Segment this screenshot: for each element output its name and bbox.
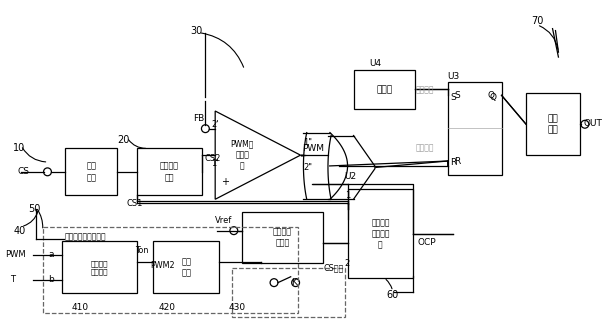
Text: K: K [290,278,296,287]
Text: 线电压补偿控制模块: 线电压补偿控制模块 [64,232,106,241]
Text: Ton: Ton [135,246,148,255]
Bar [65,148,117,195]
Bar [42,227,298,313]
Text: U2: U2 [345,172,357,181]
Text: 10: 10 [13,143,25,153]
Text: PWM: PWM [5,250,26,259]
Text: U4: U4 [369,59,381,69]
Text: OUT: OUT [584,119,603,128]
Text: PWM比
较器单
元: PWM比 较器单 元 [231,139,254,171]
Text: Vref: Vref [215,216,232,225]
Bar [232,268,345,317]
Text: 采样
单元: 采样 单元 [86,162,96,182]
Text: 40: 40 [13,226,25,236]
Text: 1: 1 [345,191,350,200]
Text: 2': 2' [211,120,219,129]
Text: b: b [48,275,54,284]
Bar [62,241,137,293]
Bar [137,148,203,195]
Text: 线电压补
偿单元: 线电压补 偿单元 [273,227,292,248]
Text: +: + [221,176,229,187]
Text: 30: 30 [191,26,203,36]
Text: S: S [454,91,460,100]
Text: 20: 20 [117,136,129,145]
Text: 430: 430 [229,303,246,312]
Text: 导通时间
检测单元: 导通时间 检测单元 [91,260,108,275]
Bar [526,93,580,155]
Text: 1': 1' [211,160,219,168]
Text: S: S [451,93,456,102]
Text: 50: 50 [28,204,41,214]
Bar [154,241,219,293]
Bar [448,82,502,175]
Text: 1": 1" [304,138,312,147]
Text: Q: Q [488,91,495,100]
Text: 开启信号: 开启信号 [415,85,434,94]
Text: 70: 70 [531,16,543,26]
Text: a: a [48,250,54,259]
Text: 振荡器: 振荡器 [377,85,393,94]
Text: PWM: PWM [302,144,324,153]
Text: Q: Q [490,93,497,102]
Text: 60: 60 [387,290,399,300]
Text: CS1: CS1 [127,199,143,208]
Text: PWM2: PWM2 [151,262,175,270]
Text: R: R [454,157,461,165]
Text: CS: CS [17,167,29,176]
Text: 计时
单元: 计时 单元 [182,257,191,278]
Text: 420: 420 [159,303,175,312]
Bar [241,212,323,263]
Bar [355,70,415,109]
Text: 2: 2 [345,258,350,267]
Text: 2": 2" [304,163,312,172]
Text: 410: 410 [72,303,89,312]
Text: T: T [10,275,15,284]
Text: 关断信号: 关断信号 [415,144,434,153]
Text: CS2: CS2 [204,154,221,162]
Text: FB: FB [194,114,205,124]
Text: 驱动
单元: 驱动 单元 [548,114,558,134]
Text: U3: U3 [448,72,460,81]
Text: R: R [451,158,457,166]
Text: 斜坡补偿
单元: 斜坡补偿 单元 [160,162,179,182]
Bar [348,189,413,278]
Text: 逐周期限
流保护单
元: 逐周期限 流保护单 元 [371,218,390,249]
Text: CS阈值: CS阈值 [323,264,343,272]
Text: OCP: OCP [417,238,436,247]
